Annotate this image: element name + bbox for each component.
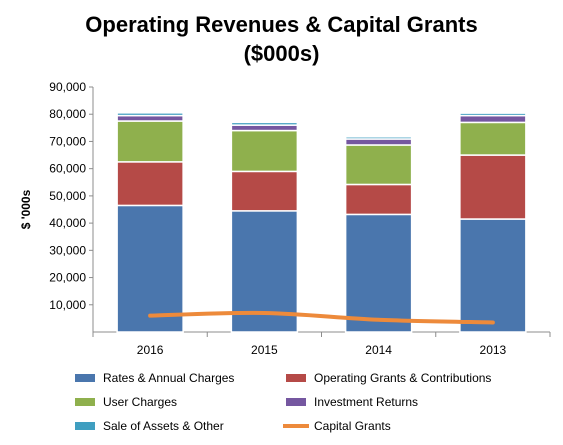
x-tick-label: 2016 bbox=[137, 343, 164, 357]
y-tick-label: 60,000 bbox=[49, 162, 86, 176]
bar-segment bbox=[230, 129, 299, 173]
legend-label: Operating Grants & Contributions bbox=[314, 371, 491, 385]
bar-segment bbox=[116, 204, 184, 333]
y-tick-label: 10,000 bbox=[49, 298, 86, 312]
bar-segment bbox=[344, 183, 413, 216]
y-tick-label: 50,000 bbox=[49, 189, 86, 203]
legend-label: Investment Returns bbox=[314, 395, 418, 409]
bar-segment bbox=[230, 124, 299, 132]
bar-segment bbox=[116, 161, 184, 207]
legend-label: Rates & Annual Charges bbox=[103, 371, 234, 385]
y-tick-label: 30,000 bbox=[49, 243, 86, 257]
bar-segment bbox=[116, 120, 184, 163]
bar-segment bbox=[230, 121, 299, 126]
y-axis-label: $ '000s bbox=[19, 189, 33, 229]
bar-segment bbox=[344, 136, 413, 140]
bar-segment bbox=[459, 121, 527, 156]
bar-segment bbox=[344, 144, 413, 186]
y-tick-label: 40,000 bbox=[49, 216, 86, 230]
bar-segment bbox=[344, 138, 413, 146]
x-tick-label: 2013 bbox=[480, 343, 507, 357]
bar-segment bbox=[230, 170, 299, 212]
bar-segment bbox=[459, 154, 527, 220]
bar-segment bbox=[459, 114, 527, 124]
legend-swatch bbox=[286, 398, 306, 406]
legend-label: Capital Grants bbox=[314, 419, 391, 433]
y-tick-label: 20,000 bbox=[49, 271, 86, 285]
legend-swatch bbox=[75, 398, 95, 406]
bar-segment bbox=[459, 112, 527, 117]
chart-subtitle: ($000s) bbox=[243, 41, 320, 66]
x-tick-label: 2014 bbox=[365, 343, 392, 357]
bar-segment bbox=[116, 112, 184, 117]
legend-swatch bbox=[75, 422, 95, 430]
bar-segment bbox=[344, 213, 413, 333]
legend-label: User Charges bbox=[103, 395, 177, 409]
y-tick-label: 70,000 bbox=[49, 134, 86, 148]
series-line-capital-grants bbox=[148, 310, 495, 325]
x-tick-label: 2015 bbox=[251, 343, 278, 357]
bar-segment bbox=[116, 114, 184, 122]
y-tick-label: 90,000 bbox=[49, 80, 86, 94]
legend-swatch bbox=[75, 374, 95, 382]
bar-segment bbox=[459, 218, 527, 333]
y-tick-label: 80,000 bbox=[49, 107, 86, 121]
legend-label: Sale of Assets & Other bbox=[103, 419, 224, 433]
legend-swatch bbox=[286, 374, 306, 382]
chart-title: Operating Revenues & Capital Grants bbox=[85, 12, 478, 37]
